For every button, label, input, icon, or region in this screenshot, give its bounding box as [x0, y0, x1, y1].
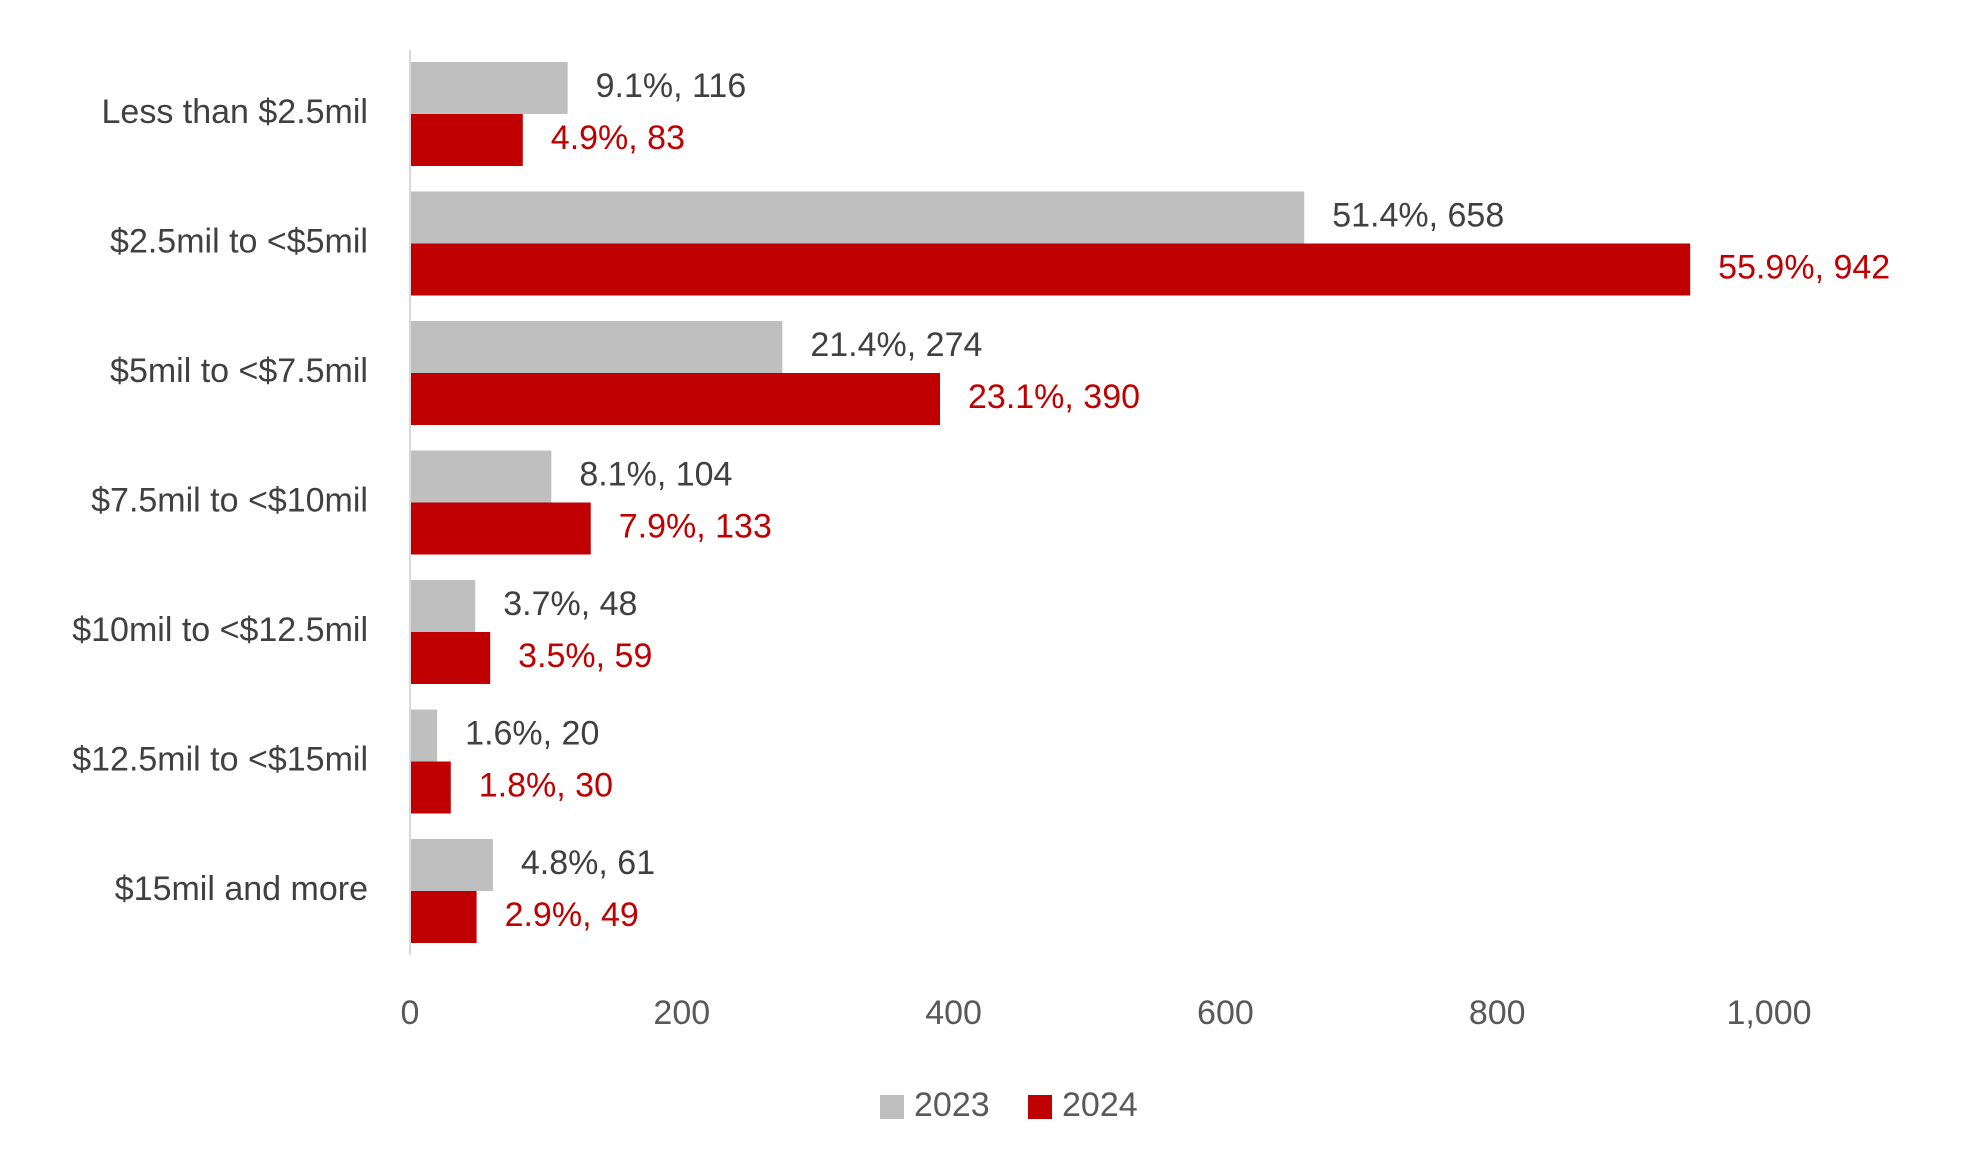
category-label-2-5mil-to-5mil: $2.5mil to <$5mil [110, 222, 368, 260]
legend-label-2024: 2024 [1062, 1086, 1138, 1124]
data-label-2023-5mil-to-7-5mil: 21.4%, 274 [810, 326, 982, 364]
bar-2023-5mil-to-7-5mil [410, 321, 783, 373]
bar-2024-12-5mil-to-15mil [410, 761, 451, 814]
data-labels: 9.1%, 116 4.9%, 83 51.4%, 658 55.9%, 942 21.… [465, 67, 1890, 934]
category-label-7-5mil-to-10mil: $7.5mil to <$10mil [91, 481, 368, 519]
data-label-2024-5mil-to-7-5mil: 23.1%, 390 [968, 378, 1140, 416]
bar-2024-5mil-to-7-5mil [410, 373, 941, 425]
legend: 2023 2024 [880, 1086, 1138, 1124]
x-tick-label-400: 400 [925, 994, 982, 1032]
data-label-2024-12-5mil-to-15mil: 1.8%, 30 [479, 766, 613, 804]
legend-swatch-2023 [880, 1095, 904, 1119]
data-label-2023-less-than-2-5mil: 9.1%, 116 [596, 67, 747, 105]
bar-2023-12-5mil-to-15mil [410, 709, 438, 762]
bar-2023-less-than-2-5mil [410, 62, 568, 114]
data-label-2023-12-5mil-to-15mil: 1.6%, 20 [465, 714, 599, 752]
category-label-5mil-to-7-5mil: $5mil to <$7.5mil [110, 352, 368, 390]
category-label-15mil-and-more: $15mil and more [115, 870, 368, 908]
x-tick-label-200: 200 [653, 994, 710, 1032]
data-label-2023-2-5mil-to-5mil: 51.4%, 658 [1332, 196, 1504, 234]
bar-2024-less-than-2-5mil [410, 114, 523, 166]
data-label-2024-less-than-2-5mil: 4.9%, 83 [551, 119, 685, 157]
bar-2024-2-5mil-to-5mil [410, 243, 1691, 296]
bars [410, 62, 1691, 943]
x-tick-label-600: 600 [1197, 994, 1254, 1032]
data-label-2023-7-5mil-to-10mil: 8.1%, 104 [579, 455, 732, 493]
bar-2024-7-5mil-to-10mil [410, 502, 591, 555]
legend-swatch-2024 [1028, 1095, 1052, 1119]
bar-2023-7-5mil-to-10mil [410, 450, 552, 503]
data-label-2023-10mil-to-12-5mil: 3.7%, 48 [503, 585, 637, 623]
data-label-2024-7-5mil-to-10mil: 7.9%, 133 [619, 507, 772, 545]
category-label-12-5mil-to-15mil: $12.5mil to <$15mil [72, 740, 368, 778]
x-tick-label-800: 800 [1469, 994, 1526, 1032]
bar-2023-10mil-to-12-5mil [410, 580, 476, 632]
data-label-2024-2-5mil-to-5mil: 55.9%, 942 [1718, 248, 1890, 286]
bar-2024-10mil-to-12-5mil [410, 632, 491, 684]
x-axis-tick-labels: 0 200 400 600 800 1,000 [401, 994, 1812, 1032]
legend-label-2023: 2023 [914, 1086, 990, 1124]
x-tick-label-0: 0 [401, 994, 420, 1032]
x-tick-label-1000: 1,000 [1726, 994, 1811, 1032]
data-label-2024-10mil-to-12-5mil: 3.5%, 59 [518, 637, 652, 675]
bar-2023-15mil-and-more [410, 839, 493, 891]
category-labels: Less than $2.5mil $2.5mil to <$5mil $5mil … [72, 93, 368, 908]
data-label-2023-15mil-and-more: 4.8%, 61 [521, 844, 655, 882]
category-label-10mil-to-12-5mil: $10mil to <$12.5mil [72, 611, 368, 649]
bar-2024-15mil-and-more [410, 891, 477, 943]
data-label-2024-15mil-and-more: 2.9%, 49 [505, 896, 639, 934]
bar-2023-2-5mil-to-5mil [410, 191, 1305, 244]
category-label-less-than-2-5mil: Less than $2.5mil [102, 93, 369, 131]
